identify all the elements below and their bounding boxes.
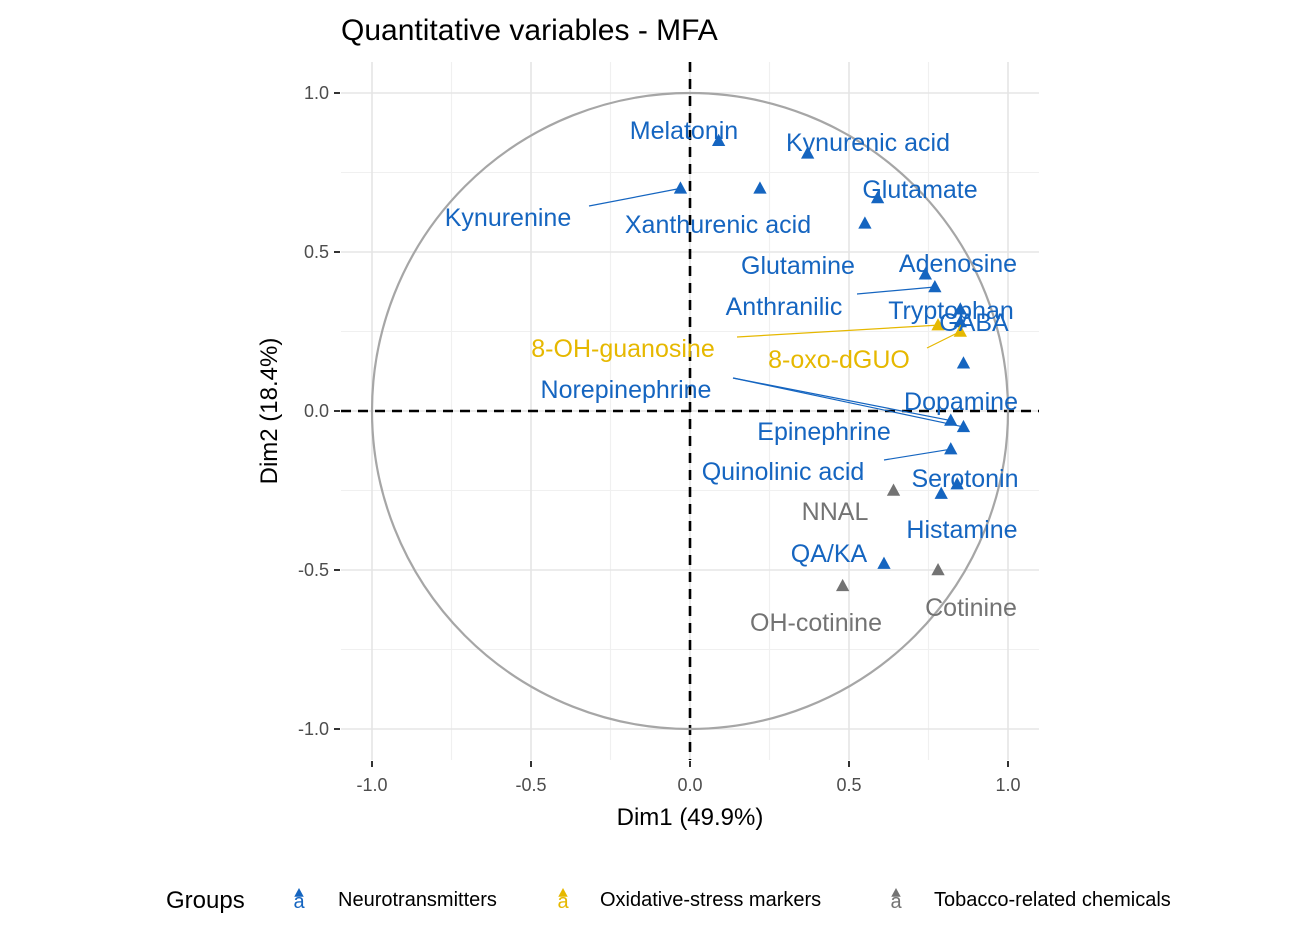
label-adenosine: Adenosine bbox=[899, 250, 1017, 278]
legend-key-triangle bbox=[294, 888, 304, 897]
point-tryptophan bbox=[953, 302, 967, 315]
legend-label-neurotransmitters: Neurotransmitters bbox=[338, 889, 497, 911]
x-axis-label: Dim1 (49.9%) bbox=[617, 804, 764, 831]
point-8-oxo-dguo bbox=[953, 324, 967, 337]
point-histamine bbox=[934, 486, 948, 499]
point-glutamate bbox=[870, 190, 885, 204]
legend-title: Groups bbox=[166, 887, 245, 914]
point-gaba bbox=[953, 314, 967, 328]
data-points bbox=[673, 133, 971, 592]
point-anthranilic bbox=[928, 279, 942, 293]
legend-key-tobacco-related-chemicals: a bbox=[890, 888, 902, 913]
y-axis: -1.0 -0.5 0.0 0.5 1.0 bbox=[298, 83, 340, 739]
point-glutamine bbox=[858, 216, 872, 229]
legend-key-glyph: a bbox=[557, 891, 569, 913]
legend-label-oxidative-stress-markers: Oxidative-stress markers bbox=[600, 889, 821, 911]
connector-8-oxo-dguo bbox=[926, 330, 961, 349]
connector-anthranilic bbox=[856, 286, 935, 295]
x-tick-label: 0.5 bbox=[836, 775, 861, 795]
connector-epinephrine bbox=[732, 377, 964, 428]
label-gaba: GABA bbox=[939, 309, 1009, 337]
x-tick-label: 1.0 bbox=[995, 775, 1020, 795]
point-cotinine bbox=[931, 563, 945, 576]
connector-quinolinic-acid bbox=[883, 448, 951, 461]
point-kynurenic-acid bbox=[801, 146, 815, 159]
correlation-circle bbox=[370, 91, 1010, 731]
point-kynurenine bbox=[673, 181, 688, 194]
label-quinolinic-acid: Quinolinic acid bbox=[702, 458, 865, 486]
y-tick-label: 1.0 bbox=[304, 83, 329, 103]
legend-key-glyph: a bbox=[890, 891, 902, 913]
label-8-oxo-dguo: 8-oxo-dGUO bbox=[768, 346, 910, 374]
point-dopamine bbox=[956, 356, 971, 369]
point-8-oh-guanosine bbox=[931, 318, 945, 331]
point-qa-ka bbox=[877, 556, 891, 569]
legend-key-glyph: a bbox=[293, 891, 305, 913]
x-tick-label: -0.5 bbox=[515, 775, 546, 795]
unit-circle bbox=[370, 91, 1010, 731]
point-nnal bbox=[886, 483, 901, 496]
legend-key-triangle bbox=[891, 888, 901, 897]
y-tick-label: 0.0 bbox=[304, 401, 329, 421]
label-oh-cotinine: OH-cotinine bbox=[750, 609, 882, 637]
label-tryptophan: Tryptophan bbox=[888, 297, 1014, 325]
label-qa-ka: QA/KA bbox=[791, 540, 868, 568]
label-kynurenic-acid: Kynurenic acid bbox=[786, 129, 950, 157]
legend-key-neurotransmitters: a bbox=[293, 888, 305, 913]
legend-label-tobacco-related-chemicals: Tobacco-related chemicals bbox=[934, 889, 1171, 911]
label-norepinephrine: Norepinephrine bbox=[541, 376, 712, 404]
label-nnal: NNAL bbox=[802, 498, 869, 526]
reference-lines bbox=[341, 62, 1039, 760]
label-histamine: Histamine bbox=[906, 516, 1017, 544]
point-quinolinic-acid bbox=[944, 442, 958, 455]
label-kynurenine: Kynurenine bbox=[445, 204, 571, 232]
label-dopamine: Dopamine bbox=[904, 388, 1018, 416]
label-connectors bbox=[588, 187, 964, 461]
legend: Groups a Neurotransmitters a Oxidative-stre… bbox=[166, 887, 1171, 914]
point-xanthurenic-acid bbox=[753, 181, 767, 194]
connector-kynurenine bbox=[588, 187, 681, 207]
point-oh-cotinine bbox=[835, 578, 850, 592]
label-epinephrine: Epinephrine bbox=[757, 418, 890, 446]
y-tick-label: -1.0 bbox=[298, 719, 329, 739]
label-anthranilic: Anthranilic bbox=[726, 293, 843, 321]
point-labels: Melatonin Kynurenic acid Kynurenine Xanthur… bbox=[445, 117, 1019, 637]
label-glutamate: Glutamate bbox=[862, 176, 977, 204]
label-melatonin: Melatonin bbox=[630, 117, 738, 145]
point-epinephrine bbox=[956, 419, 971, 433]
point-melatonin bbox=[711, 133, 726, 146]
label-8-oh-guanosine: 8-OH-guanosine bbox=[531, 335, 714, 363]
label-serotonin: Serotonin bbox=[911, 465, 1018, 493]
y-axis-label: Dim2 (18.4%) bbox=[256, 338, 283, 485]
point-serotonin bbox=[950, 477, 964, 490]
label-xanthurenic-acid: Xanthurenic acid bbox=[625, 211, 811, 239]
connector-8-oh-guanosine bbox=[736, 324, 939, 338]
x-tick-label: -1.0 bbox=[356, 775, 387, 795]
chart-title: Quantitative variables - MFA bbox=[341, 14, 718, 47]
x-tick-label: 0.0 bbox=[677, 775, 702, 795]
point-adenosine bbox=[918, 267, 932, 280]
point-norepinephrine bbox=[944, 413, 958, 426]
y-tick-label: -0.5 bbox=[298, 560, 329, 580]
label-glutamine: Glutamine bbox=[741, 252, 855, 280]
x-axis: -1.0 -0.5 0.0 0.5 1.0 bbox=[356, 761, 1021, 795]
legend-key-oxidative-stress-markers: a bbox=[557, 888, 569, 913]
label-cotinine: Cotinine bbox=[925, 594, 1017, 622]
legend-key-triangle bbox=[558, 888, 568, 897]
y-tick-label: 0.5 bbox=[304, 242, 329, 262]
